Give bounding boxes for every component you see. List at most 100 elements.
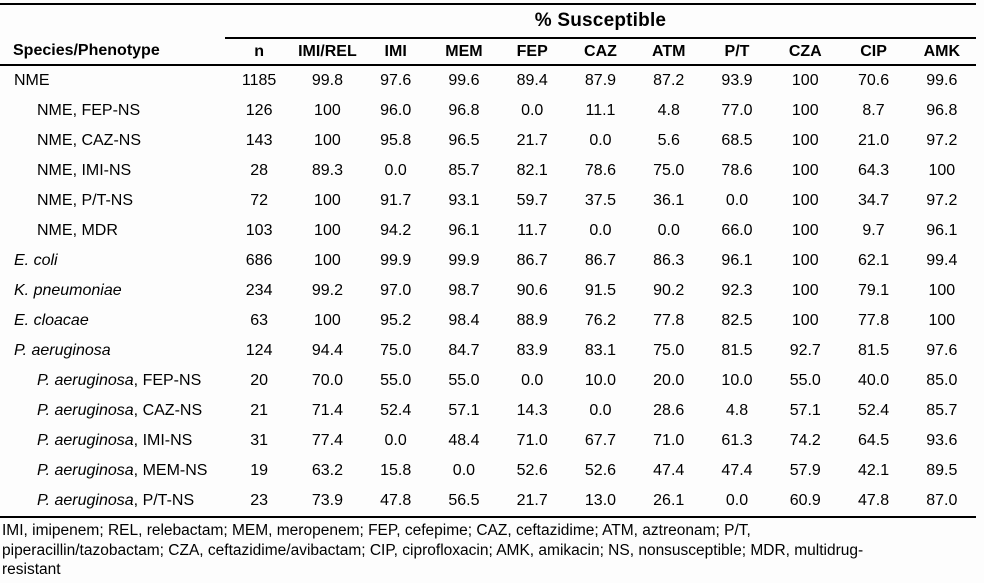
footnote-line-2: piperacillin/tazobactam; CZA, ceftazidim… (2, 541, 864, 559)
phenotype-suffix: , IMI-NS (133, 432, 193, 449)
value-cell: 96.1 (721, 252, 753, 269)
value-cell: 59.7 (516, 192, 548, 209)
table-row: P. aeruginosa, CAZ-NS 21 71.4 52.4 57.1 14.3 0… (0, 396, 976, 426)
table-row: NME, IMI-NS 28 89.3 0.0 85.7 82.1 78.6 75.0 78.6… (0, 156, 976, 186)
value-cell: 63 (250, 312, 269, 329)
value-cell: 26.1 (653, 492, 685, 509)
percent-susceptible-header: % Susceptible (225, 4, 976, 39)
value-cell: 100 (791, 102, 819, 119)
value-cell: 11.1 (585, 102, 616, 119)
table-row: NME, FEP-NS 126 100 96.0 96.8 0.0 11.1 4.8 77.0 1… (0, 96, 976, 126)
value-cell: 90.2 (653, 282, 685, 299)
value-cell: 70.6 (857, 72, 890, 89)
species-phenotype-cell: P. aeruginosa, FEP-NS (0, 366, 225, 396)
species-name: E. cloacae (14, 312, 89, 329)
value-cell: 20.0 (653, 372, 685, 389)
species-phenotype-cell: E. coli (0, 246, 225, 276)
value-cell: 77.0 (721, 102, 753, 119)
species-name: NME (14, 72, 50, 89)
value-cell: 88.9 (516, 312, 548, 329)
value-cell: 42.1 (857, 462, 890, 479)
span-header-row: % Susceptible (0, 4, 976, 39)
species-name: P. aeruginosa (14, 342, 111, 359)
value-cell: 47.8 (380, 492, 412, 509)
value-cell: 74.2 (789, 432, 821, 449)
value-cell: 0.0 (589, 402, 612, 419)
species-name: P. aeruginosa (37, 432, 134, 449)
value-cell: 78.6 (721, 162, 753, 179)
species-phenotype-cell: NME (0, 65, 225, 96)
table-row: K. pneumoniae 234 99.2 97.0 98.7 90.6 91.5 90.2… (0, 276, 976, 306)
value-cell: 73.9 (311, 492, 343, 509)
value-cell: 85.7 (448, 162, 480, 179)
value-cell: 77.8 (857, 312, 890, 329)
value-cell: 97.6 (380, 72, 412, 89)
value-cell: 91.7 (380, 192, 412, 209)
value-cell: 93.6 (926, 432, 958, 449)
value-cell: 100 (928, 312, 956, 329)
value-cell: 47.4 (721, 462, 753, 479)
value-cell: 87.2 (653, 72, 685, 89)
value-cell: 99.6 (448, 72, 480, 89)
phenotype-suffix: , MEM-NS (133, 462, 208, 479)
value-cell: 100 (791, 132, 819, 149)
value-cell: 55.0 (789, 372, 821, 389)
value-cell: 96.1 (448, 222, 480, 239)
table-row: NME, CAZ-NS 143 100 95.8 96.5 21.7 0.0 5.6 68.5 1… (0, 126, 976, 156)
value-cell: 83.1 (584, 342, 617, 359)
value-cell: 93.1 (448, 192, 480, 209)
species-name: NME (37, 162, 73, 179)
value-cell: 21 (250, 402, 269, 419)
phenotype-suffix: , FEP-NS (72, 102, 141, 119)
table-row: P. aeruginosa, FEP-NS 20 70.0 55.0 55.0 0.0 10… (0, 366, 976, 396)
value-cell: 0.0 (589, 132, 612, 149)
value-cell: 19 (250, 462, 269, 479)
value-cell: 100 (791, 72, 819, 89)
footnote-line-3: resistant (2, 561, 61, 578)
value-cell: 98.7 (448, 282, 480, 299)
column-header-fep: FEP (498, 38, 567, 66)
value-cell: 75.0 (653, 162, 685, 179)
value-cell: 96.1 (926, 222, 958, 239)
value-cell: 82.1 (516, 162, 548, 179)
value-cell: 36.1 (653, 192, 685, 209)
value-cell: 5.6 (657, 132, 680, 149)
species-name: NME (37, 222, 73, 239)
value-cell: 68.5 (721, 132, 753, 149)
phenotype-suffix: , CAZ-NS (72, 132, 142, 149)
species-phenotype-cell: P. aeruginosa, MEM-NS (0, 456, 225, 486)
value-cell: 28.6 (653, 402, 685, 419)
value-cell: 64.5 (857, 432, 890, 449)
species-phenotype-cell: NME, CAZ-NS (0, 126, 225, 156)
value-cell: 52.6 (516, 462, 548, 479)
value-cell: 56.5 (448, 492, 480, 509)
value-cell: 77.8 (653, 312, 685, 329)
value-cell: 71.4 (311, 402, 343, 419)
species-phenotype-cell: E. cloacae (0, 306, 225, 336)
table-row: E. cloacae 63 100 95.2 98.4 88.9 76.2 77.8 82.5 1… (0, 306, 976, 336)
value-cell: 15.8 (380, 462, 412, 479)
value-cell: 9.7 (862, 222, 885, 239)
species-name: P. aeruginosa (37, 402, 134, 419)
value-cell: 52.4 (380, 402, 412, 419)
species-name: NME (37, 132, 73, 149)
value-cell: 47.4 (653, 462, 685, 479)
value-cell: 10.0 (721, 372, 753, 389)
value-cell: 100 (314, 102, 341, 119)
value-cell: 100 (314, 192, 341, 209)
value-cell: 47.8 (857, 492, 890, 509)
value-cell: 84.7 (448, 342, 480, 359)
value-cell: 85.7 (926, 402, 958, 419)
footnote-line-1: IMI, imipenem; REL, relebactam; MEM, mer… (2, 522, 751, 539)
value-cell: 82.5 (721, 312, 753, 329)
column-header-cip: CIP (839, 38, 908, 66)
value-cell: 75.0 (653, 342, 685, 359)
value-cell: 0.0 (521, 372, 544, 389)
phenotype-suffix: , IMI-NS (72, 162, 132, 179)
value-cell: 75.0 (380, 342, 412, 359)
value-cell: 0.0 (384, 432, 407, 449)
value-cell: 4.8 (725, 402, 749, 419)
value-cell: 0.0 (725, 492, 749, 509)
value-cell: 87.0 (926, 492, 958, 509)
value-cell: 100 (791, 282, 819, 299)
